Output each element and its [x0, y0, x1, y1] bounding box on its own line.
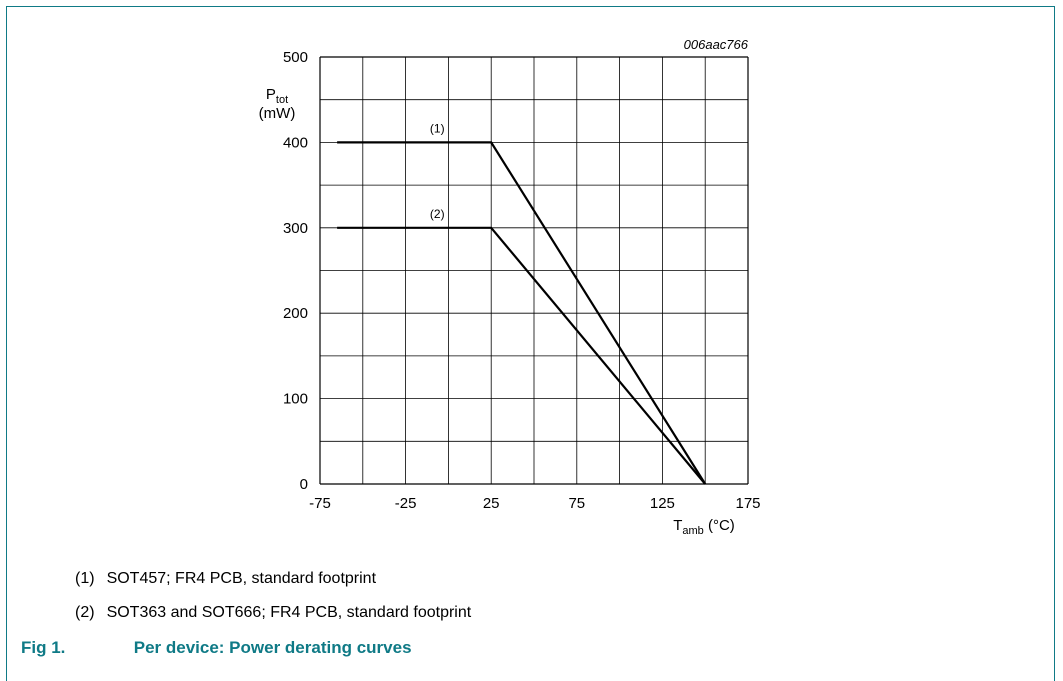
note-1-marker: (1)	[75, 570, 95, 587]
chart-labels: -75 -25 25 75 125 175 0 100 200 300 400 500 006aac76…	[259, 37, 761, 537]
y-axis-label: Ptot	[266, 86, 288, 106]
x-tick-label: -75	[309, 495, 331, 512]
series-label-2: (2)	[430, 207, 445, 221]
note-2: (2) SOT363 and SOT666; FR4 PCB, standard…	[75, 604, 471, 622]
figure-caption: Fig 1. Per device: Power derating curves	[21, 638, 412, 658]
x-tick-label: 175	[735, 495, 760, 512]
figure-number: Fig 1.	[21, 638, 66, 657]
y-tick-label: 100	[283, 391, 308, 408]
figure-code: 006aac766	[684, 37, 749, 52]
series-line-1	[337, 141, 707, 485]
x-tick-label: 25	[483, 495, 500, 512]
page-frame	[6, 6, 1055, 681]
series-label-1: (1)	[430, 121, 445, 135]
note-2-text: SOT363 and SOT666; FR4 PCB, standard foo…	[106, 604, 472, 621]
power-derating-chart: -75 -25 25 75 125 175 0 100 200 300 400 500 006aac76…	[259, 37, 761, 537]
y-tick-label: 400	[283, 134, 308, 151]
y-tick-label: 300	[283, 220, 308, 237]
x-tick-label: 125	[650, 495, 675, 512]
chart-grid	[319, 56, 749, 485]
figure-title: Per device: Power derating curves	[133, 638, 412, 657]
y-tick-label: 0	[300, 476, 308, 493]
y-tick-label: 200	[283, 305, 308, 322]
x-tick-label: -25	[395, 495, 417, 512]
y-tick-label: 500	[283, 49, 308, 66]
note-2-marker: (2)	[75, 604, 95, 621]
y-axis-unit: (mW)	[259, 105, 296, 122]
chart-series	[337, 141, 707, 485]
note-1-text: SOT457; FR4 PCB, standard footprint	[106, 570, 377, 587]
x-tick-label: 75	[568, 495, 585, 512]
x-axis-label: Tamb (°C)	[673, 517, 735, 537]
note-1: (1) SOT457; FR4 PCB, standard footprint	[75, 570, 376, 588]
series-line-2	[337, 226, 707, 485]
